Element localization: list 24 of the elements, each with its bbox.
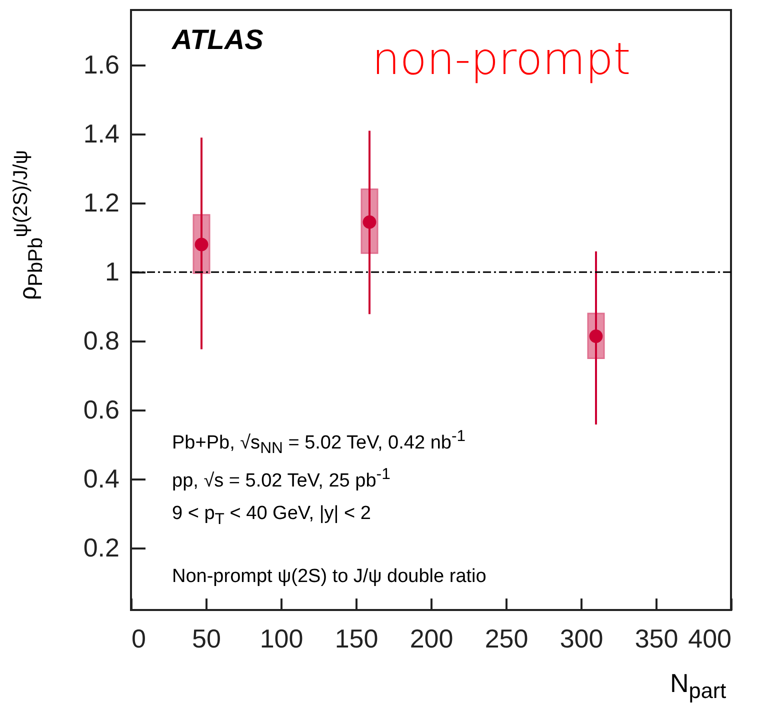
x-tick-label: 250 xyxy=(484,624,528,654)
y-tick-label: 1.4 xyxy=(83,118,120,149)
x-tick-label: 100 xyxy=(260,624,304,654)
y-tick-label: 0.4 xyxy=(83,463,120,494)
y-tick-label: 0.2 xyxy=(83,532,120,562)
y-tick-label: 0.8 xyxy=(83,326,120,356)
x-axis-title: N$_{part}$ xyxy=(670,668,726,704)
annotation: 9 < p$_{T}$ < 40 GeV, |y| < 2 xyxy=(172,503,371,529)
x-tick-label: 150 xyxy=(334,624,378,654)
x-tick-label: 50 xyxy=(192,624,221,654)
y-tick-label: 1 xyxy=(105,256,120,287)
y-tick-label: 1.2 xyxy=(83,188,120,218)
y-tick-label: 1.6 xyxy=(83,50,120,80)
x-tick-label: 350 xyxy=(634,624,678,654)
x-tick-label: 0 xyxy=(132,624,146,654)
annotation: Non-prompt ψ(2S) to J/ψ double ratio xyxy=(172,566,486,588)
annotation: Pb+Pb, √s$_{NN}$ = 5.02 TeV, 0.42 nb$^{-1}$ xyxy=(172,428,466,458)
x-tick-label: 400 xyxy=(688,624,732,654)
y-tick-label: 0.6 xyxy=(83,394,120,424)
annotation: ATLAS xyxy=(172,24,264,56)
annotation: non-prompt xyxy=(372,34,631,85)
x-tick-label: 200 xyxy=(410,624,454,654)
annotation: pp, √s = 5.02 TeV, 25 pb$^{-1}$ xyxy=(172,466,390,492)
x-tick-label: 300 xyxy=(560,624,604,654)
